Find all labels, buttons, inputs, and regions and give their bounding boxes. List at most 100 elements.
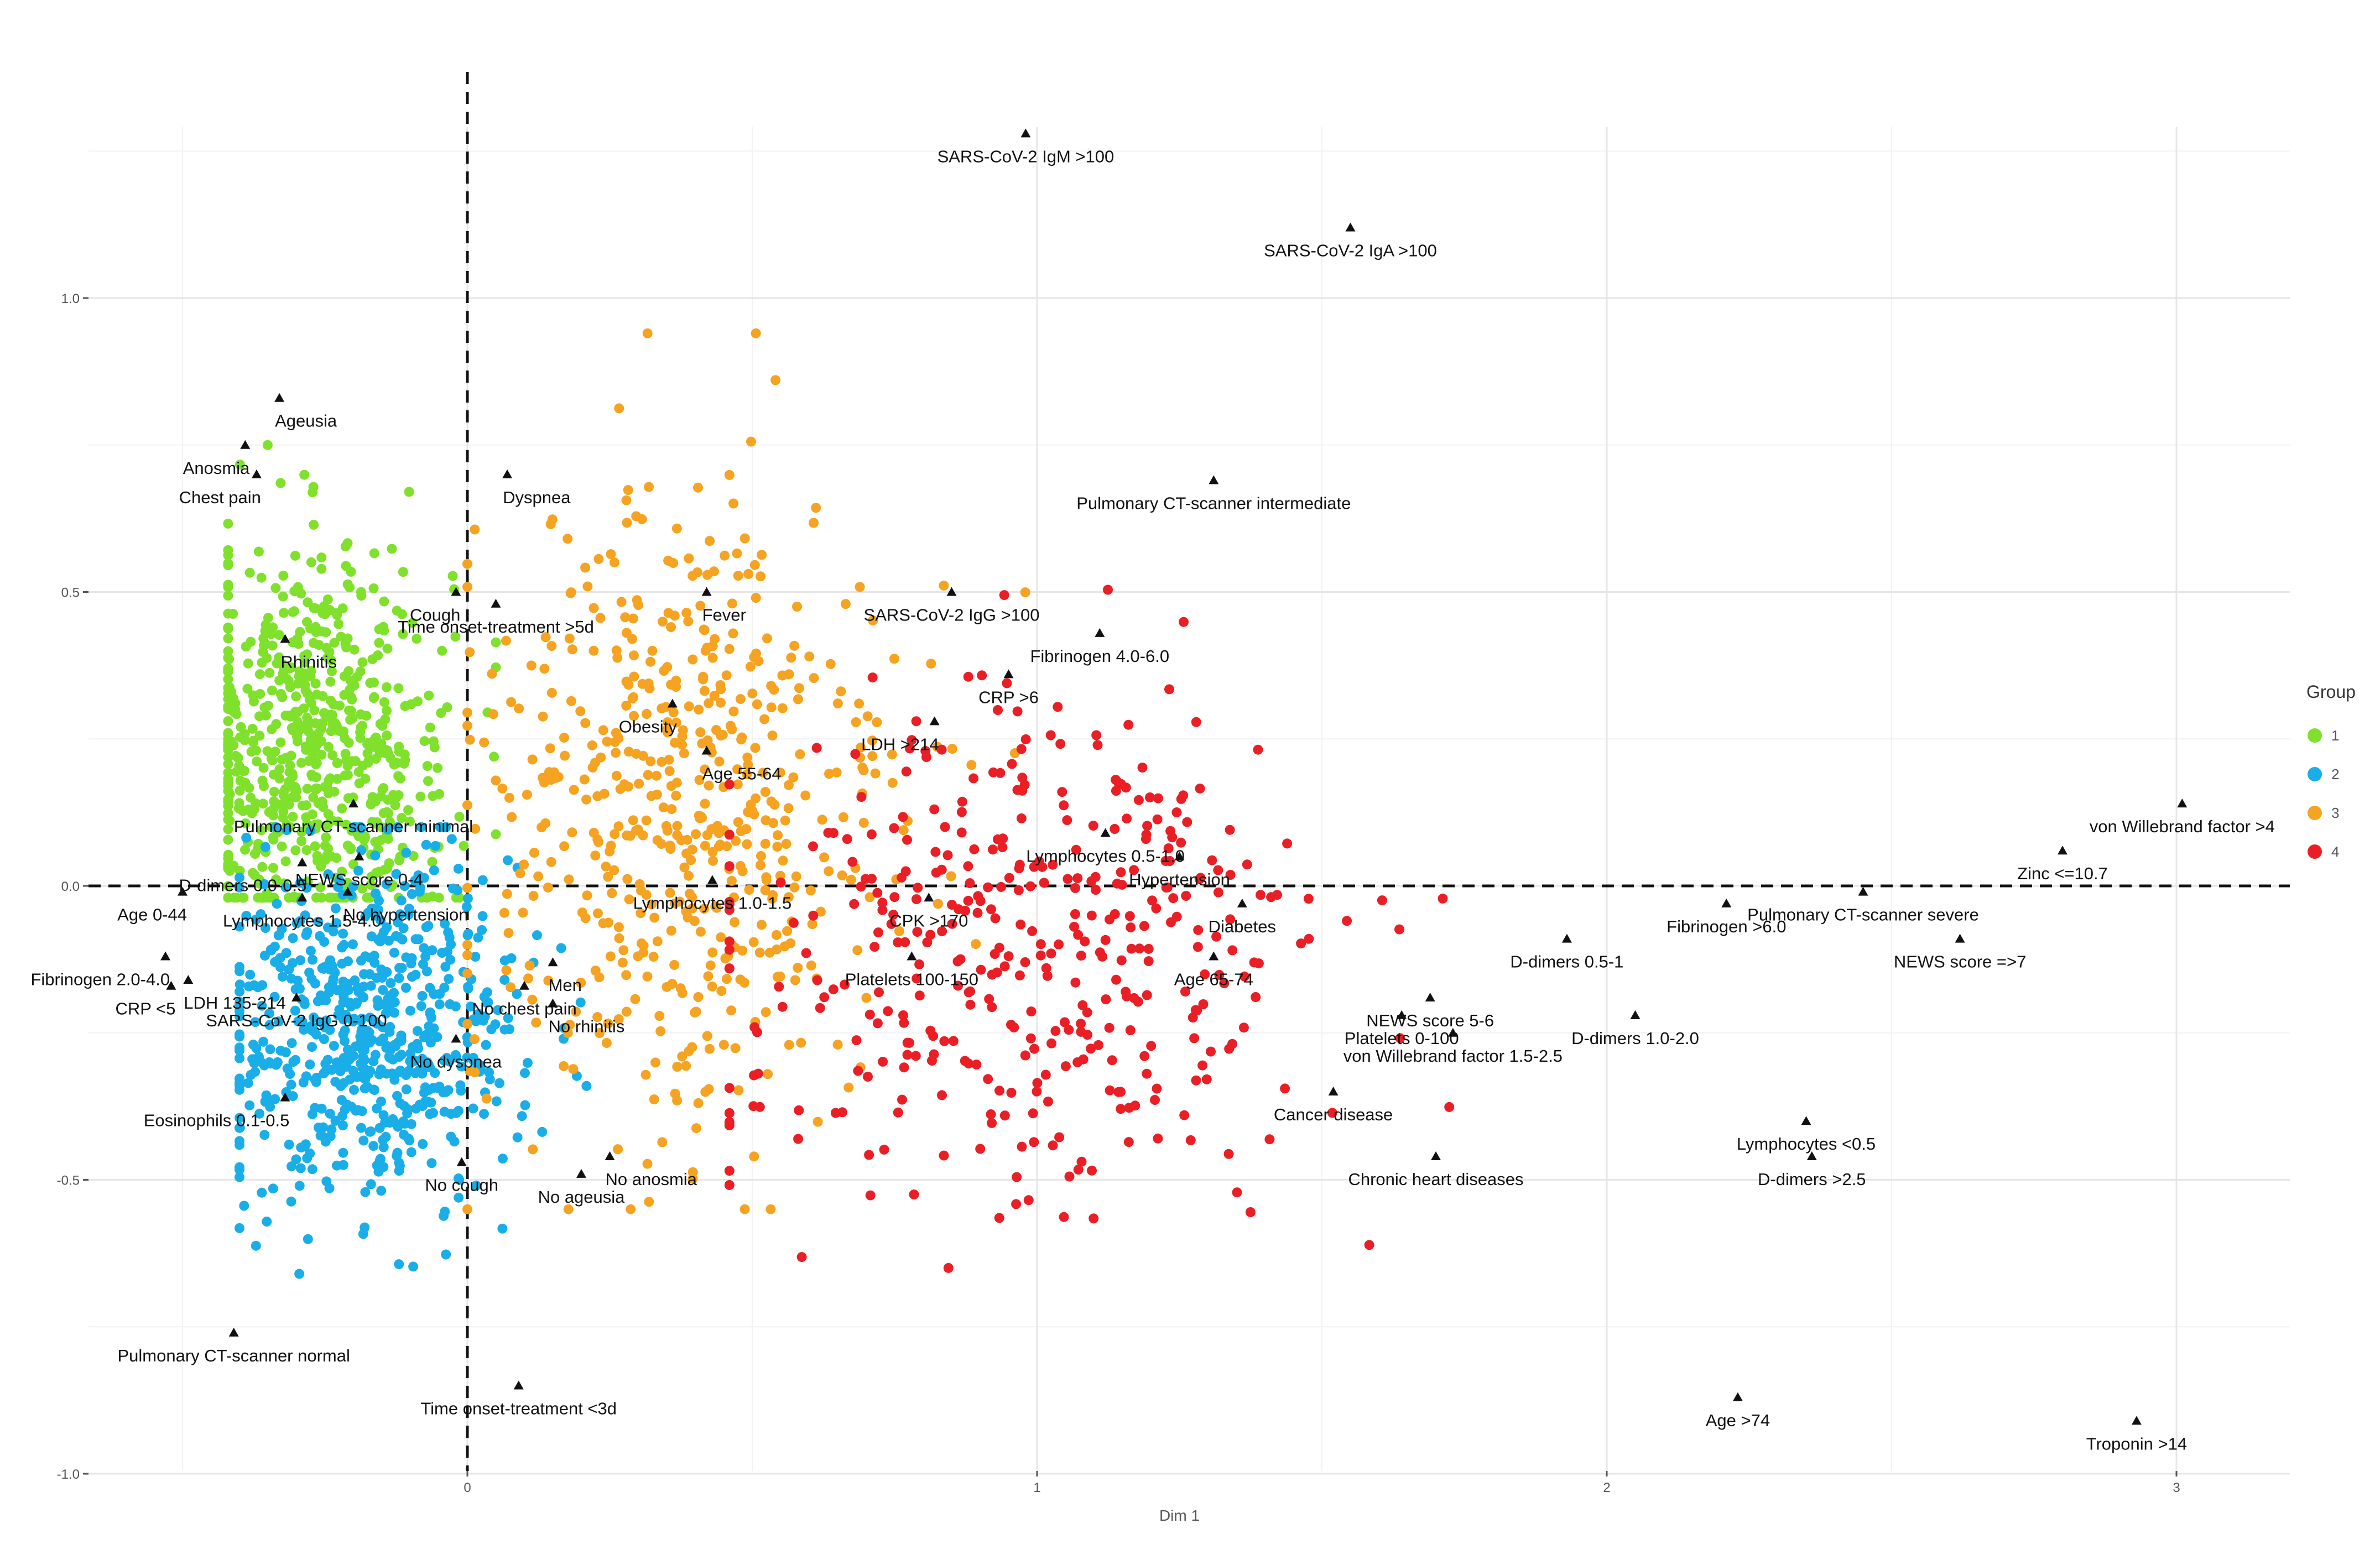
data-point bbox=[520, 1100, 530, 1110]
data-point bbox=[403, 1104, 413, 1114]
data-point bbox=[858, 817, 869, 828]
data-point bbox=[376, 1186, 387, 1196]
data-point bbox=[1091, 885, 1101, 895]
data-point bbox=[470, 952, 481, 962]
data-point bbox=[376, 738, 387, 749]
variable-marker bbox=[1328, 1087, 1339, 1096]
data-point bbox=[1225, 870, 1236, 880]
data-point bbox=[350, 1041, 361, 1052]
data-point bbox=[751, 593, 761, 603]
data-point bbox=[334, 619, 344, 629]
data-point bbox=[357, 721, 368, 731]
data-point bbox=[953, 980, 964, 991]
data-point bbox=[263, 613, 273, 623]
data-point bbox=[462, 950, 472, 960]
data-point bbox=[332, 816, 343, 827]
data-point bbox=[497, 783, 508, 794]
data-point bbox=[407, 889, 417, 899]
data-point bbox=[718, 1040, 729, 1050]
data-point bbox=[1043, 1097, 1053, 1107]
variable-label: NEWS score 5-6 bbox=[1366, 1011, 1494, 1030]
data-point bbox=[334, 875, 345, 886]
data-point bbox=[1046, 948, 1056, 959]
data-point bbox=[971, 939, 981, 949]
data-point bbox=[556, 943, 566, 953]
data-point bbox=[427, 857, 438, 867]
data-point bbox=[746, 436, 756, 447]
data-point bbox=[907, 735, 917, 745]
data-point bbox=[419, 943, 429, 953]
data-point bbox=[274, 675, 285, 686]
data-point bbox=[1014, 970, 1025, 980]
data-point bbox=[240, 778, 251, 788]
data-point bbox=[1063, 874, 1073, 884]
data-point bbox=[724, 1108, 735, 1118]
data-point bbox=[259, 1130, 270, 1140]
data-point bbox=[338, 1029, 348, 1040]
data-point bbox=[277, 692, 288, 702]
data-point bbox=[739, 1204, 750, 1214]
data-point bbox=[348, 792, 358, 803]
data-point bbox=[290, 845, 301, 855]
data-point bbox=[1045, 730, 1056, 740]
data-point bbox=[748, 937, 759, 947]
data-point bbox=[699, 686, 710, 696]
data-point bbox=[702, 737, 712, 747]
data-point bbox=[937, 1090, 947, 1100]
data-point bbox=[234, 760, 244, 771]
data-point bbox=[617, 957, 628, 968]
data-point bbox=[929, 804, 940, 815]
data-point bbox=[744, 885, 754, 895]
data-point bbox=[349, 1084, 359, 1095]
data-point bbox=[794, 683, 804, 693]
data-point bbox=[1048, 859, 1058, 870]
data-point bbox=[462, 883, 472, 893]
data-point bbox=[241, 911, 252, 921]
data-point bbox=[282, 825, 292, 836]
data-point bbox=[838, 812, 848, 822]
data-point bbox=[824, 866, 834, 876]
data-point bbox=[1253, 744, 1263, 755]
data-point bbox=[296, 836, 307, 846]
legend-label: 1 bbox=[2331, 727, 2339, 744]
variable-marker bbox=[1630, 1010, 1641, 1019]
data-point bbox=[761, 872, 772, 883]
x-tick-label: 1 bbox=[1033, 1480, 1040, 1495]
data-point bbox=[434, 789, 445, 799]
data-point bbox=[328, 926, 338, 937]
data-point bbox=[642, 328, 653, 338]
data-point bbox=[724, 644, 735, 654]
data-point bbox=[767, 894, 778, 904]
data-point bbox=[278, 665, 289, 676]
data-point bbox=[1015, 919, 1026, 930]
data-point bbox=[611, 770, 622, 781]
variable-marker bbox=[274, 393, 285, 402]
data-point bbox=[345, 582, 355, 593]
data-point bbox=[331, 918, 342, 928]
data-point bbox=[927, 1056, 937, 1066]
data-point bbox=[465, 734, 475, 745]
data-point bbox=[235, 987, 244, 997]
data-point bbox=[293, 639, 304, 649]
data-point bbox=[1438, 893, 1448, 904]
data-point bbox=[788, 772, 799, 782]
data-point bbox=[315, 1130, 326, 1141]
variable-marker bbox=[297, 857, 308, 867]
data-point bbox=[742, 752, 753, 763]
data-point bbox=[874, 987, 884, 998]
data-point bbox=[416, 822, 426, 832]
data-point bbox=[241, 641, 251, 652]
data-point bbox=[654, 1011, 665, 1021]
data-point bbox=[388, 790, 399, 800]
data-point bbox=[364, 969, 375, 979]
data-point bbox=[872, 888, 883, 898]
data-point bbox=[1394, 924, 1404, 935]
data-point bbox=[828, 828, 839, 838]
data-point bbox=[614, 933, 624, 943]
data-point bbox=[623, 485, 633, 495]
data-point bbox=[301, 845, 312, 855]
data-point bbox=[770, 375, 781, 385]
data-point bbox=[1017, 1141, 1027, 1152]
data-point bbox=[867, 672, 878, 683]
data-point bbox=[730, 917, 739, 927]
